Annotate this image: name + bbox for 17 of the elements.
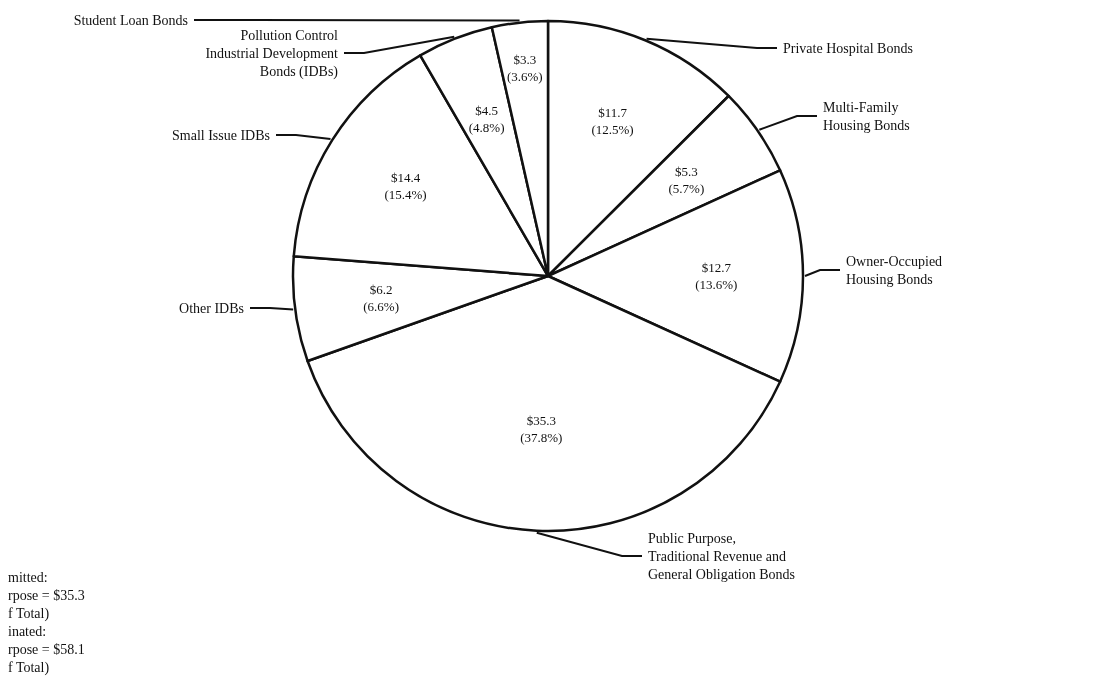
data-label: $6.2 (6.6%) [363, 282, 400, 315]
data-label: $3.3 (3.6%) [506, 52, 543, 85]
slice-label: Other IDBs [179, 300, 244, 316]
slice-label: Pollution Control Industrial Development Bonds (IDBs) [205, 27, 339, 80]
slice-label: Student Loan Bonds [73, 12, 188, 28]
data-label: $14.4 (15.4%) [384, 170, 427, 203]
slice-label: Private Hospital Bonds [783, 40, 913, 56]
data-label: $4.5 (4.8%) [468, 103, 505, 136]
data-label: $11.7 (12.5%) [591, 104, 634, 137]
text: mitted: rpose = $35.3 f Total) inated: rpose = $58.1 f Total) [8, 569, 85, 676]
slice-label: Small Issue IDBs [172, 127, 270, 143]
slice-label: Multi-Family Housing Bonds [823, 99, 910, 133]
data-label: $12.7 (13.6%) [695, 260, 738, 292]
data-label: $5.3 (5.7%) [668, 164, 705, 197]
data-label: $35.3 (37.8%) [520, 412, 563, 445]
slice-label: Public Purpose, Traditional Revenue and General Obligation Bonds [648, 530, 795, 582]
slice-label: Owner-Occupied Housing Bonds [846, 253, 943, 287]
